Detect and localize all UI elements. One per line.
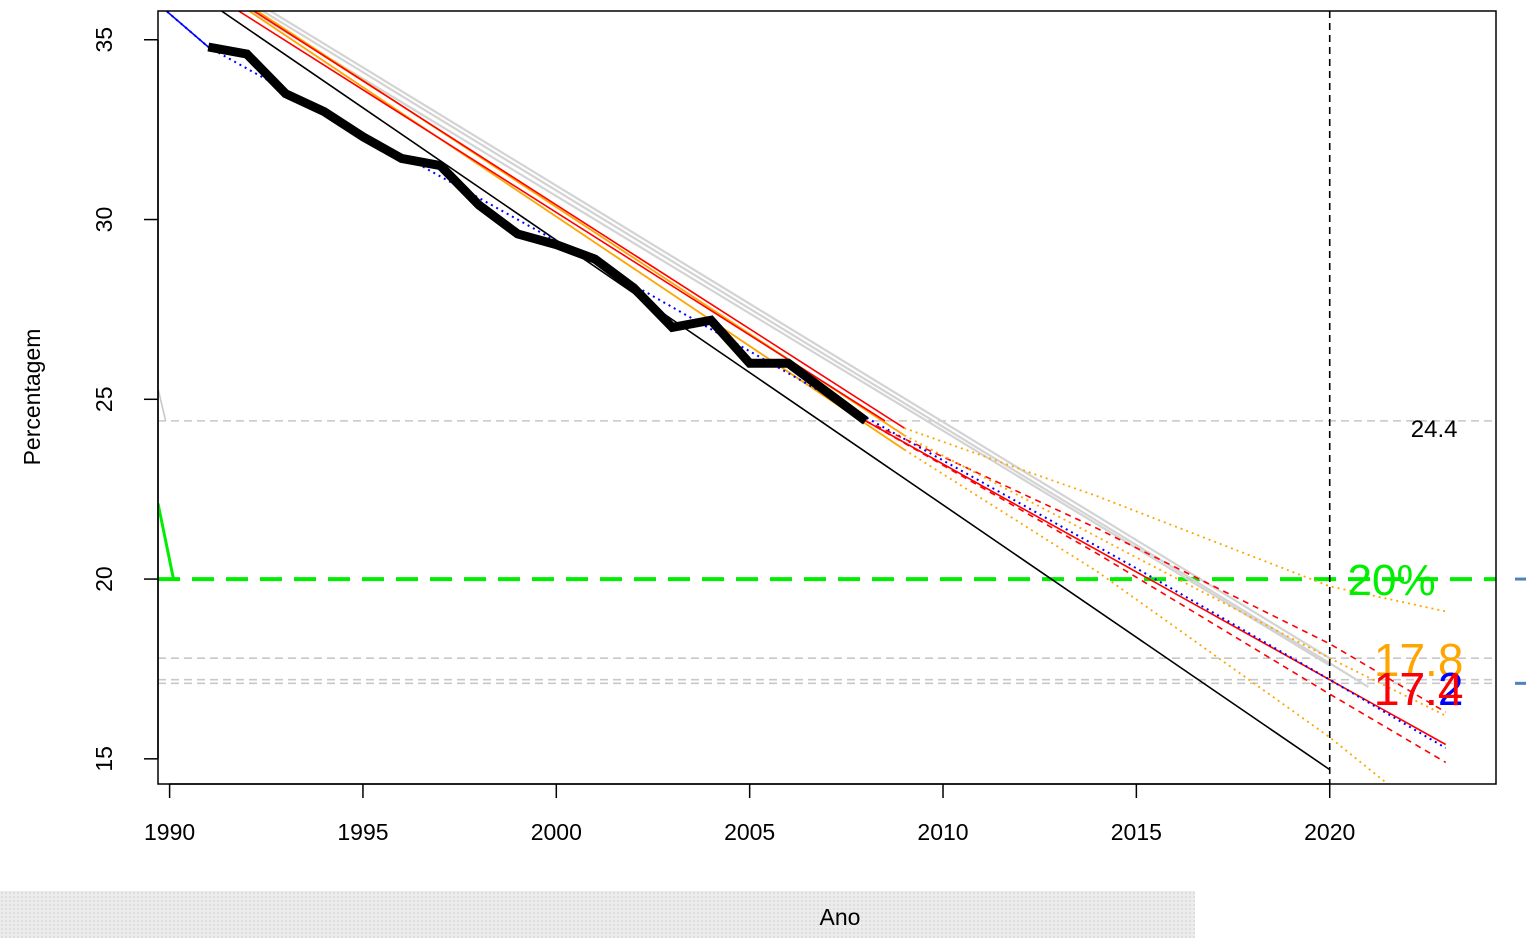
- observed-series: [207, 42, 869, 425]
- reference-lines: [158, 388, 1496, 685]
- trend-line-6: [237, 11, 886, 422]
- observed-line: [207, 42, 869, 425]
- trend-line-1: [249, 11, 1331, 667]
- fit-line-1: [165, 11, 209, 48]
- y-axis-label: Percentagem: [19, 329, 45, 466]
- x-tick-label-2005: 2005: [724, 819, 775, 845]
- x-tick-label-2015: 2015: [1111, 819, 1162, 845]
- reference-label-0: 24.4: [1411, 416, 1458, 443]
- bottom-band: [0, 891, 1195, 938]
- trend-line-0: [220, 11, 1331, 771]
- fit-line-3: [865, 420, 1447, 764]
- y-tick-label-25: 25: [91, 387, 117, 413]
- trend-line-7: [252, 11, 905, 429]
- reference-labels: 24.4 20% 17.817.217.4: [1348, 416, 1464, 715]
- trend-lines: [220, 11, 1447, 771]
- end-label-0: 17.8: [1374, 634, 1464, 686]
- y-tick-label-15: 15: [91, 746, 117, 772]
- left-edge-line-0: [158, 388, 167, 422]
- x-tick-label-2000: 2000: [531, 819, 582, 845]
- x-tick-label-2010: 2010: [917, 819, 968, 845]
- x-tick-label-1995: 1995: [337, 819, 388, 845]
- trend-line-8: [865, 420, 1447, 746]
- end-label-2: 17.4: [1374, 663, 1464, 715]
- fit-line-4: [904, 427, 1446, 613]
- reference-label-1: 20%: [1348, 556, 1436, 605]
- trend-line-3: [260, 11, 1369, 688]
- end-label-1: 17.2: [1374, 663, 1464, 715]
- x-tick-label-1990: 1990: [144, 819, 195, 845]
- margin-marks: [1515, 577, 1526, 685]
- x-axis: 1990 1995 2000 2005 2010 2015 2020: [144, 783, 1355, 845]
- y-axis: 15 20 25 30 35: [91, 27, 159, 772]
- x-axis-label: Ano: [820, 904, 861, 930]
- left-edge-line-1: [158, 503, 175, 580]
- fit-lines: [164, 11, 1447, 784]
- x-tick-label-2020: 2020: [1304, 819, 1355, 845]
- y-tick-label-30: 30: [91, 207, 117, 233]
- y-tick-label-20: 20: [91, 566, 117, 592]
- fit-line-5: [903, 448, 1389, 784]
- trend-line-4: [247, 11, 905, 451]
- trend-line-2: [268, 11, 1331, 660]
- fit-line-2: [865, 420, 1447, 713]
- y-tick-label-35: 35: [91, 27, 117, 53]
